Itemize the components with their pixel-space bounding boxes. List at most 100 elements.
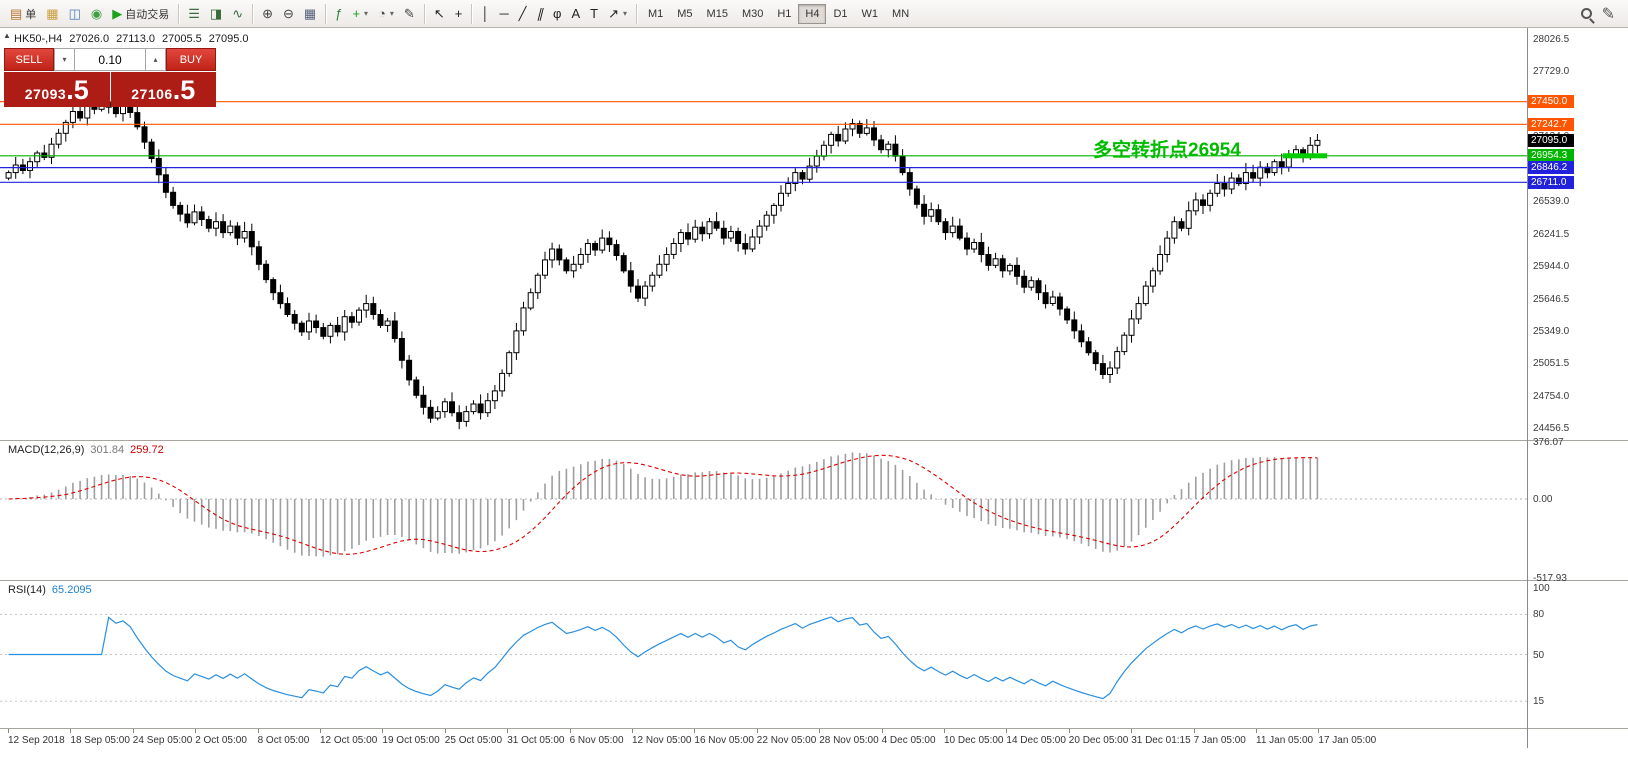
macd-axis-tick: -517.93	[1533, 573, 1567, 585]
rsi-chart[interactable]	[0, 581, 1527, 728]
vertical-line-icon[interactable]: │	[476, 3, 494, 25]
pivot-annotation-text[interactable]: 多空转折点26954	[1093, 139, 1241, 161]
data-window-icon[interactable]: ◫	[64, 3, 86, 25]
price-chart-panel[interactable]	[0, 28, 1527, 440]
timeline-tick	[8, 729, 9, 733]
timeframe-mn-button[interactable]: MN	[892, 7, 910, 20]
timeframe-w1-button[interactable]: W1	[861, 7, 879, 20]
timeline-label: 20 Dec 05:00	[1068, 735, 1129, 746]
price-axis-tick: 25944.0	[1533, 261, 1570, 273]
timeline-tick	[70, 729, 72, 733]
buy-price-fraction: .5	[172, 75, 196, 105]
new-order-button[interactable]: ▤ 单	[5, 3, 41, 25]
autotrading-button-label: 自动交易	[125, 8, 170, 21]
timeline-label: 25 Oct 05:00	[444, 735, 503, 746]
edit-icon[interactable]: ✎	[1601, 5, 1615, 23]
symbol-timeframe-label: HK50-,H4	[14, 33, 63, 45]
tile-windows-icon[interactable]: ▦	[299, 3, 321, 25]
timeline-tick	[1193, 729, 1195, 733]
zoom-out-icon[interactable]: ⊖	[278, 3, 299, 25]
chart-ohlc-label: HK50-,H4 27026.0 27113.0 27005.5 27095.0	[14, 33, 249, 45]
sell-button[interactable]: SELL	[4, 48, 54, 71]
periods-glyph: ◔	[378, 6, 386, 21]
search-icon[interactable]	[1580, 8, 1592, 19]
candlestick-chart-icon-glyph: ◨	[209, 6, 223, 21]
collapse-panel-icon[interactable]: ▲	[3, 31, 11, 40]
new-chart-button[interactable]: + ▾	[347, 3, 373, 25]
timeline-tick	[257, 729, 259, 733]
timeline-label: 4 Dec 05:00	[881, 735, 936, 746]
timeframe-d1-button[interactable]: D1	[833, 7, 848, 20]
timeline-tick	[320, 729, 321, 733]
panel-divider[interactable]	[0, 580, 1628, 581]
templates-icon[interactable]: ✎	[399, 3, 420, 25]
indicators-icon[interactable]: ƒ	[330, 3, 347, 25]
candlestick-chart[interactable]	[0, 28, 1527, 440]
indicators-icon-glyph: ƒ	[335, 6, 343, 21]
timeframe-m1-button[interactable]: M1	[647, 7, 664, 20]
toolbar-separator	[471, 3, 473, 24]
cursor-icon[interactable]: ↖	[429, 3, 450, 25]
timeline-label: 8 Oct 05:00	[257, 735, 310, 746]
horizontal-line-icon[interactable]: ─	[494, 3, 513, 25]
timeframe-h4-button[interactable]: H4	[798, 3, 827, 24]
label-icon-glyph: T	[590, 6, 599, 21]
ohlc-low: 27005.5	[162, 33, 202, 45]
timeline-label: 12 Nov 05:00	[632, 735, 692, 746]
horizontal-line-icon-glyph: ─	[499, 6, 509, 21]
buy-price-display[interactable]: 27106.5	[110, 72, 216, 107]
candlestick-chart-icon[interactable]: ◨	[205, 3, 227, 25]
crosshair-icon[interactable]: +	[450, 3, 468, 25]
timeline-tick	[569, 729, 571, 733]
buy-button[interactable]: BUY	[166, 48, 216, 71]
panel-divider[interactable]	[0, 440, 1628, 441]
text-icon[interactable]: A	[566, 3, 585, 25]
volume-input[interactable]	[75, 48, 145, 71]
price-axis-tick: 26241.5	[1533, 228, 1570, 240]
chevron-down-icon: ▾	[364, 9, 369, 18]
time-axis[interactable]: 12 Sep 2018 18 Sep 05:00 24 Sep 05:00 2 Oct…	[0, 729, 1527, 775]
price-axis-tick: 24456.5	[1533, 423, 1570, 435]
volume-increase-button[interactable]: ▴	[145, 48, 166, 71]
timeline-tick	[1006, 729, 1008, 733]
timeframe-h1-button[interactable]: H1	[777, 7, 792, 20]
timeline-tick	[1256, 729, 1257, 733]
label-icon[interactable]: T	[585, 3, 603, 25]
navigator-icon[interactable]: ◉	[86, 3, 107, 25]
timeline-tick	[1318, 729, 1320, 733]
timeline-label: 7 Jan 05:00	[1193, 735, 1246, 746]
rsi-indicator-label: RSI(14) 65.2095	[8, 584, 92, 596]
macd-chart[interactable]	[0, 441, 1527, 580]
macd-axis-tick: 0.00	[1533, 494, 1553, 506]
trendline-icon[interactable]: ╱	[514, 3, 532, 25]
rsi-name: RSI(14)	[8, 584, 46, 596]
timeline-tick	[1131, 729, 1133, 733]
crosshair-icon-glyph: +	[454, 6, 463, 21]
timeline-tick	[819, 729, 821, 733]
zoom-in-icon[interactable]: ⊕	[257, 3, 278, 25]
timeline-tick	[881, 729, 883, 733]
volume-decrease-button[interactable]: ▾	[54, 48, 75, 71]
sell-price-display[interactable]: 27093.5	[4, 72, 110, 107]
chevron-down-icon: ▾	[389, 9, 394, 18]
timeframe-m5-button[interactable]: M5	[677, 7, 693, 20]
arrows-button[interactable]: ↗ ▾	[603, 3, 632, 25]
timeline-label: 12 Oct 05:00	[320, 735, 378, 746]
autotrading-button[interactable]: ▶ 自动交易	[107, 3, 174, 25]
fibonacci-icon[interactable]: φ	[548, 3, 566, 25]
line-chart-icon[interactable]: ∿	[227, 3, 248, 25]
timeframe-m30-button[interactable]: M30	[741, 7, 764, 20]
panel-divider	[0, 728, 1628, 729]
channel-icon[interactable]: ∥	[532, 3, 549, 25]
bar-chart-icon[interactable]: ☰	[183, 3, 205, 25]
resistance-line-badge-27242: 27242.7	[1528, 117, 1574, 131]
pivot-line-badge-26954: 26954.3	[1528, 149, 1574, 163]
market-watch-icon[interactable]: ▦	[41, 3, 63, 25]
timeframe-m15-button[interactable]: M15	[706, 7, 728, 20]
rsi-panel[interactable]	[0, 581, 1527, 728]
arrows-glyph: ↗	[608, 6, 619, 21]
macd-panel[interactable]	[0, 441, 1527, 580]
periods-button[interactable]: ◔ ▾	[373, 3, 399, 25]
rsi-value: 65.2095	[51, 584, 92, 596]
